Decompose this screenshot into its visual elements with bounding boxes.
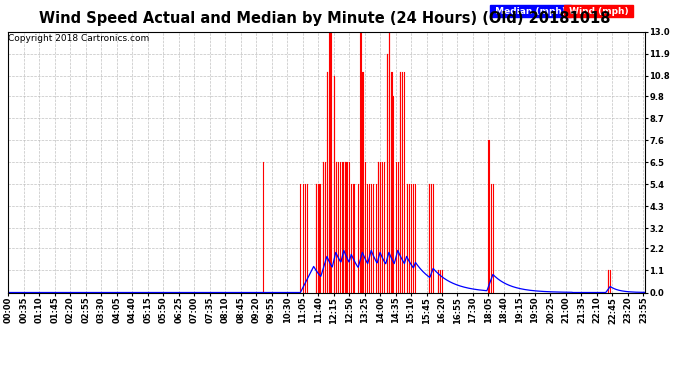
Text: Wind Speed Actual and Median by Minute (24 Hours) (Old) 20181018: Wind Speed Actual and Median by Minute (…: [39, 11, 610, 26]
Text: Wind (mph): Wind (mph): [566, 6, 631, 15]
Text: Copyright 2018 Cartronics.com: Copyright 2018 Cartronics.com: [8, 34, 150, 43]
Text: Median (mph): Median (mph): [492, 6, 569, 15]
